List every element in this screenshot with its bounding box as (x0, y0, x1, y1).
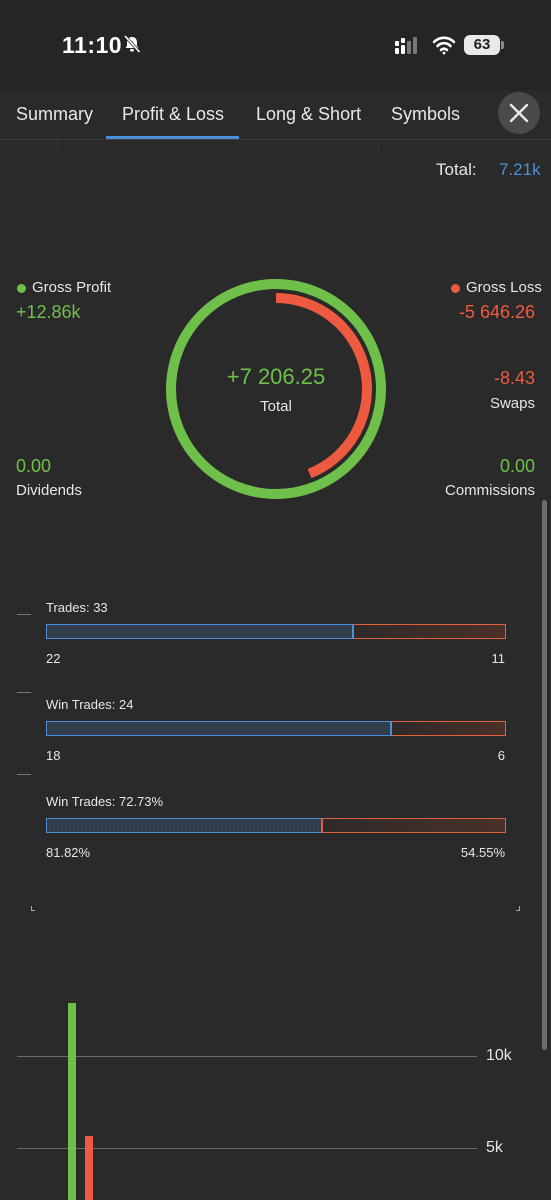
dividends-value: 0.00 (16, 456, 52, 476)
section-corner (31, 906, 35, 911)
divider (57, 140, 58, 150)
win-trades-long-count: 18 (46, 748, 61, 763)
close-button[interactable] (498, 92, 540, 134)
net-total-value: +7 206.25 (226, 364, 326, 389)
active-tab-indicator (106, 136, 239, 139)
close-icon (509, 103, 529, 123)
gridline-5k (17, 1148, 477, 1149)
trades-bar (46, 624, 506, 639)
legend-dash (17, 614, 31, 615)
y-tick-10k: 10k (486, 1047, 512, 1064)
dividends-label: Dividends (16, 482, 82, 499)
bell-muted-icon (123, 34, 141, 54)
y-tick-5k: 5k (486, 1139, 503, 1156)
total-label: Total: (436, 160, 477, 179)
win-trades-short-count: 6 (497, 748, 505, 763)
win-trades-title: Win Trades: 24 (46, 697, 134, 712)
profit-ring (166, 279, 386, 499)
tab-bar: Summary Profit & Loss Long & Short Symbo… (0, 90, 551, 140)
battery-level: 63 (473, 36, 491, 53)
gross-profit-value: +12.86k (16, 302, 81, 322)
trades-long-count: 22 (46, 651, 61, 666)
wifi-icon (432, 36, 456, 55)
divider (378, 140, 379, 150)
status-time: 11:10 (62, 32, 123, 58)
trades-short-count: 11 (491, 651, 506, 666)
gross-profit-label: Gross Profit (32, 279, 112, 296)
legend-dash (17, 774, 31, 775)
win-trades-bar-short (391, 721, 506, 736)
tab-summary[interactable]: Summary (16, 104, 94, 124)
pnl-donut-chart (166, 279, 386, 499)
net-total-label: Total (260, 398, 292, 415)
chart-bar-gross-profit (68, 1003, 76, 1200)
win-rate-title: Win Trades: 72.73% (46, 794, 164, 809)
profit-legend-dot (17, 284, 26, 293)
win-rate-bar-long (46, 818, 322, 833)
chart-bar-gross-loss (85, 1136, 93, 1200)
trades-bar-long (46, 624, 353, 639)
section-corner (516, 906, 520, 911)
win-rate-short: 54.55% (460, 845, 505, 860)
scrollbar[interactable] (542, 500, 547, 1050)
gross-loss-label: Gross Loss (466, 279, 542, 296)
swaps-label: Swaps (489, 395, 535, 412)
gridline-10k (17, 1056, 477, 1057)
win-rate-bar-short (322, 818, 506, 833)
commissions-label: Commissions (444, 482, 535, 499)
win-rate-long: 81.82% (46, 845, 91, 860)
trades-bar-short (353, 624, 506, 639)
tab-profit-loss[interactable]: Profit & Loss (122, 104, 225, 124)
loss-ring (275, 293, 372, 479)
win-rate-bar (46, 818, 506, 833)
total-value: 7.21k (499, 160, 541, 179)
swaps-value: -8.43 (493, 368, 535, 388)
gross-loss-value: -5 646.26 (458, 302, 535, 322)
loss-legend-dot (451, 284, 460, 293)
tabs-divider (0, 139, 551, 140)
legend-dash (17, 692, 31, 693)
commissions-value: 0.00 (499, 456, 535, 476)
tab-symbols[interactable]: Symbols (391, 104, 461, 124)
win-trades-bar (46, 721, 506, 736)
status-bar: 11:10 63 (0, 0, 551, 90)
battery-icon: 63 (464, 35, 504, 55)
win-trades-bar-long (46, 721, 391, 736)
trades-title: Trades: 33 (46, 600, 108, 615)
cellular-signal-icon (395, 37, 417, 54)
tab-long-short[interactable]: Long & Short (256, 104, 362, 124)
